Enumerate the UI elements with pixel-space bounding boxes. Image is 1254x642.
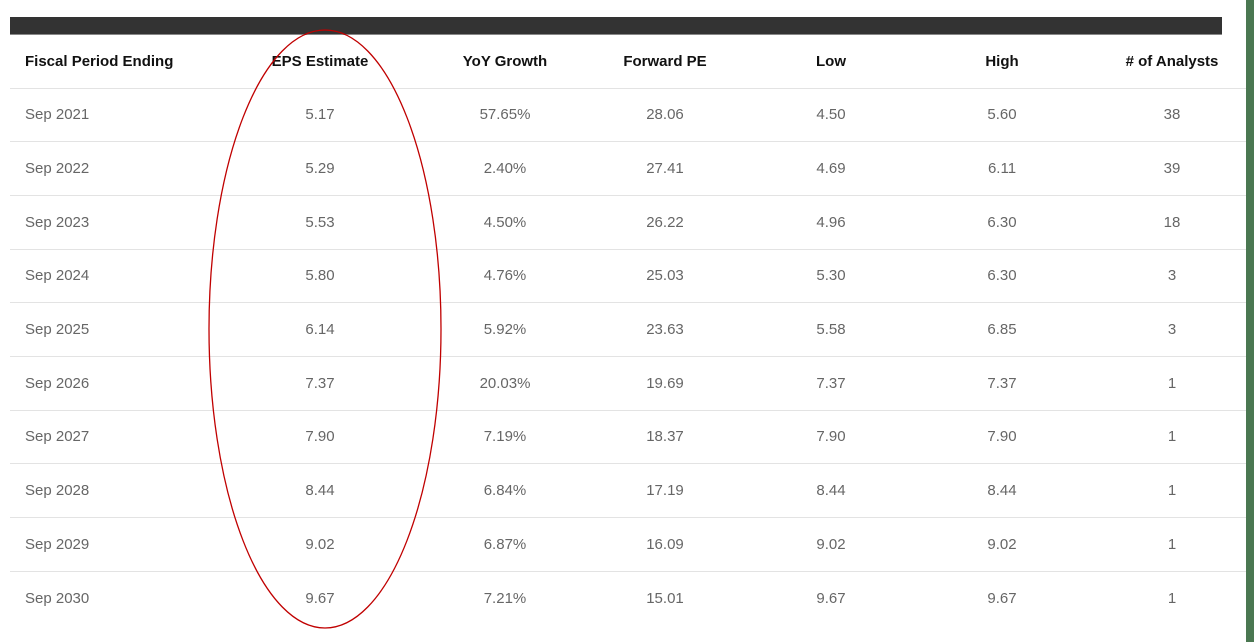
cell-yoy-growth: 7.19%: [435, 410, 575, 465]
cell-forward-pe: 16.09: [575, 517, 755, 572]
cell-fiscal-period: Sep 2023: [10, 195, 205, 250]
eps-estimates-table: Fiscal Period Ending EPS Estimate YoY Gr…: [10, 35, 1247, 625]
column-header-fiscal-period[interactable]: Fiscal Period Ending: [10, 35, 205, 89]
table-row: Sep 2026 7.37 20.03% 19.69 7.37 7.37 1: [10, 356, 1247, 411]
cell-yoy-growth: 2.40%: [435, 141, 575, 196]
cell-eps-estimate: 9.67: [305, 589, 335, 607]
cell-forward-pe: 15.01: [646, 589, 684, 607]
cell-eps-estimate: 7.37: [205, 356, 435, 411]
cell-fiscal-period: Sep 2030: [25, 589, 90, 607]
cell-eps-estimate: 5.53: [205, 195, 435, 250]
cell-low: 9.67: [816, 589, 846, 607]
cell-high: 6.85: [907, 302, 1097, 357]
cell-yoy-growth: 20.03%: [435, 356, 575, 411]
cell-low: 5.58: [755, 302, 907, 357]
cell-eps-estimate: 7.90: [205, 410, 435, 465]
cell-low: 4.69: [755, 141, 907, 196]
cell-high: 5.60: [907, 88, 1097, 143]
cell-fiscal-period: Sep 2022: [10, 141, 205, 196]
column-header-yoy-growth[interactable]: YoY Growth: [435, 35, 575, 89]
cell-analysts: 1: [1097, 517, 1247, 572]
cell-forward-pe: 25.03: [575, 249, 755, 304]
table-row: Sep 2023 5.53 4.50% 26.22 4.96 6.30 18: [10, 195, 1247, 250]
cell-analysts: 1: [1097, 356, 1247, 411]
cell-low: 7.90: [755, 410, 907, 465]
cell-eps-estimate: 5.29: [205, 141, 435, 196]
cell-eps-estimate: 9.02: [205, 517, 435, 572]
cell-eps-estimate: 6.14: [205, 302, 435, 357]
cell-high: 8.44: [907, 463, 1097, 518]
cell-yoy-growth: 5.92%: [435, 302, 575, 357]
cell-analysts: 1: [1097, 463, 1247, 518]
table-row: Sep 2030 9.67 7.21% 15.01 9.67 9.67 1: [10, 571, 1247, 625]
cell-yoy-growth: 6.84%: [435, 463, 575, 518]
cell-eps-estimate: 8.44: [205, 463, 435, 518]
table-header-bar: [10, 17, 1222, 35]
cell-fiscal-period: Sep 2026: [10, 356, 205, 411]
cell-fiscal-period: Sep 2025: [10, 302, 205, 357]
table-row: Sep 2021 5.17 57.65% 28.06 4.50 5.60 38: [10, 88, 1247, 143]
column-header-analysts[interactable]: # of Analysts: [1097, 35, 1247, 89]
cell-high: 7.90: [907, 410, 1097, 465]
table-header-row: Fiscal Period Ending EPS Estimate YoY Gr…: [10, 35, 1247, 89]
column-header-eps-estimate[interactable]: EPS Estimate: [205, 35, 435, 89]
cell-low: 8.44: [755, 463, 907, 518]
cell-yoy-growth: 4.50%: [435, 195, 575, 250]
cell-low: 4.50: [755, 88, 907, 143]
cell-low: 5.30: [755, 249, 907, 304]
cell-forward-pe: 28.06: [575, 88, 755, 143]
cell-analysts: 3: [1097, 302, 1247, 357]
cell-low: 7.37: [755, 356, 907, 411]
cell-eps-estimate: 5.80: [205, 249, 435, 304]
column-header-high[interactable]: High: [907, 35, 1097, 89]
cell-low: 9.02: [755, 517, 907, 572]
cell-yoy-growth: 57.65%: [435, 88, 575, 143]
cell-forward-pe: 27.41: [575, 141, 755, 196]
cell-high: 6.11: [907, 141, 1097, 196]
cell-high: 9.02: [907, 517, 1097, 572]
cell-eps-estimate: 5.17: [205, 88, 435, 143]
column-header-forward-pe[interactable]: Forward PE: [575, 35, 755, 89]
cell-analysts: 38: [1097, 88, 1247, 143]
cell-analysts: 39: [1097, 141, 1247, 196]
table-row: Sep 2028 8.44 6.84% 17.19 8.44 8.44 1: [10, 463, 1247, 518]
cell-analysts: 3: [1097, 249, 1247, 304]
side-strip: [1246, 0, 1254, 642]
cell-fiscal-period: Sep 2028: [10, 463, 205, 518]
cell-forward-pe: 19.69: [575, 356, 755, 411]
cell-forward-pe: 18.37: [575, 410, 755, 465]
column-header-low[interactable]: Low: [755, 35, 907, 89]
cell-yoy-growth: 7.21%: [483, 589, 527, 607]
table-row: Sep 2029 9.02 6.87% 16.09 9.02 9.02 1: [10, 517, 1247, 572]
cell-high: 6.30: [907, 249, 1097, 304]
cell-fiscal-period: Sep 2029: [10, 517, 205, 572]
cell-high: 7.37: [907, 356, 1097, 411]
cell-analysts: 18: [1097, 195, 1247, 250]
cell-forward-pe: 26.22: [575, 195, 755, 250]
cell-high: 9.67: [987, 589, 1017, 607]
cell-fiscal-period: Sep 2021: [10, 88, 205, 143]
cell-yoy-growth: 6.87%: [435, 517, 575, 572]
cell-yoy-growth: 4.76%: [435, 249, 575, 304]
cell-forward-pe: 23.63: [575, 302, 755, 357]
cell-forward-pe: 17.19: [575, 463, 755, 518]
cell-low: 4.96: [755, 195, 907, 250]
cell-fiscal-period: Sep 2024: [10, 249, 205, 304]
cell-analysts: 1: [1097, 410, 1247, 465]
cell-high: 6.30: [907, 195, 1097, 250]
cell-fiscal-period: Sep 2027: [10, 410, 205, 465]
table-row: Sep 2024 5.80 4.76% 25.03 5.30 6.30 3: [10, 249, 1247, 304]
table-row: Sep 2022 5.29 2.40% 27.41 4.69 6.11 39: [10, 141, 1247, 196]
table-row: Sep 2025 6.14 5.92% 23.63 5.58 6.85 3: [10, 302, 1247, 357]
table-row: Sep 2027 7.90 7.19% 18.37 7.90 7.90 1: [10, 410, 1247, 465]
cell-analysts: 1: [1167, 589, 1177, 607]
